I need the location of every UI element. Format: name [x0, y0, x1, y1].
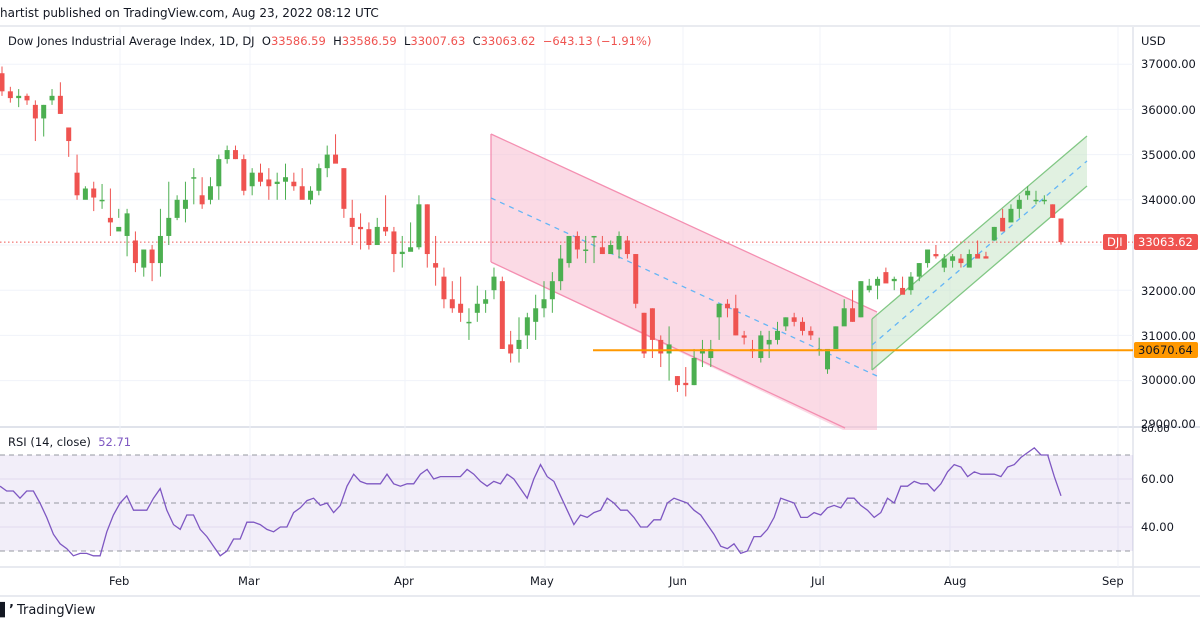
published-caption: hartist published on TradingView.com, Au… [0, 6, 379, 20]
symbol-legend: Dow Jones Industrial Average Index, 1D, … [8, 34, 652, 48]
brand-name: TradingView [16, 603, 96, 618]
time-tick-apr: Apr [394, 574, 414, 588]
price-tick: 34000.00 [1141, 193, 1196, 207]
time-tick-jun: Jun [669, 574, 687, 588]
change-value: −643.13 (−1.91%) [542, 34, 652, 48]
price-tick: 30000.00 [1141, 373, 1196, 387]
rsi-tick: 60.00 [1141, 472, 1174, 486]
time-tick-feb: Feb [109, 574, 130, 588]
support-price-tag: 30670.64 [1134, 342, 1198, 358]
price-tick: 35000.00 [1141, 148, 1196, 162]
time-tick-may: May [530, 574, 554, 588]
symbol-price-tag: DJI [1103, 234, 1127, 250]
high-value: 33586.59 [341, 34, 397, 48]
last-price-tag: 33063.62 [1134, 234, 1198, 250]
close-value: 33063.62 [480, 34, 536, 48]
tradingview-logo-icon: ▌’ [0, 603, 14, 618]
time-tick-jul: Jul [811, 574, 825, 588]
price-tick: 37000.00 [1141, 57, 1196, 71]
price-tick: 31000.00 [1141, 329, 1196, 343]
open-value: 33586.59 [270, 34, 326, 48]
price-tick: 32000.00 [1141, 284, 1196, 298]
pane-border [0, 25, 1200, 27]
price-tick: 29000.00 [1141, 417, 1196, 431]
time-tick-sep: Sep [1102, 574, 1124, 588]
symbol-title: Dow Jones Industrial Average Index, 1D, … [8, 34, 255, 48]
rsi-title: RSI (14, close) [8, 435, 91, 449]
rsi-tick: 80.00 [1141, 424, 1170, 435]
time-tick-mar: Mar [238, 574, 260, 588]
rsi-legend: RSI (14, close) 52.71 [8, 435, 131, 449]
footer-brand[interactable]: ▌’ TradingView [0, 603, 95, 618]
currency-label: USD [1141, 34, 1166, 48]
rsi-value: 52.71 [98, 435, 132, 449]
time-tick-aug: Aug [944, 574, 967, 588]
price-tick: 36000.00 [1141, 103, 1196, 117]
rsi-tick: 40.00 [1141, 520, 1174, 534]
low-value: 33007.63 [410, 34, 466, 48]
